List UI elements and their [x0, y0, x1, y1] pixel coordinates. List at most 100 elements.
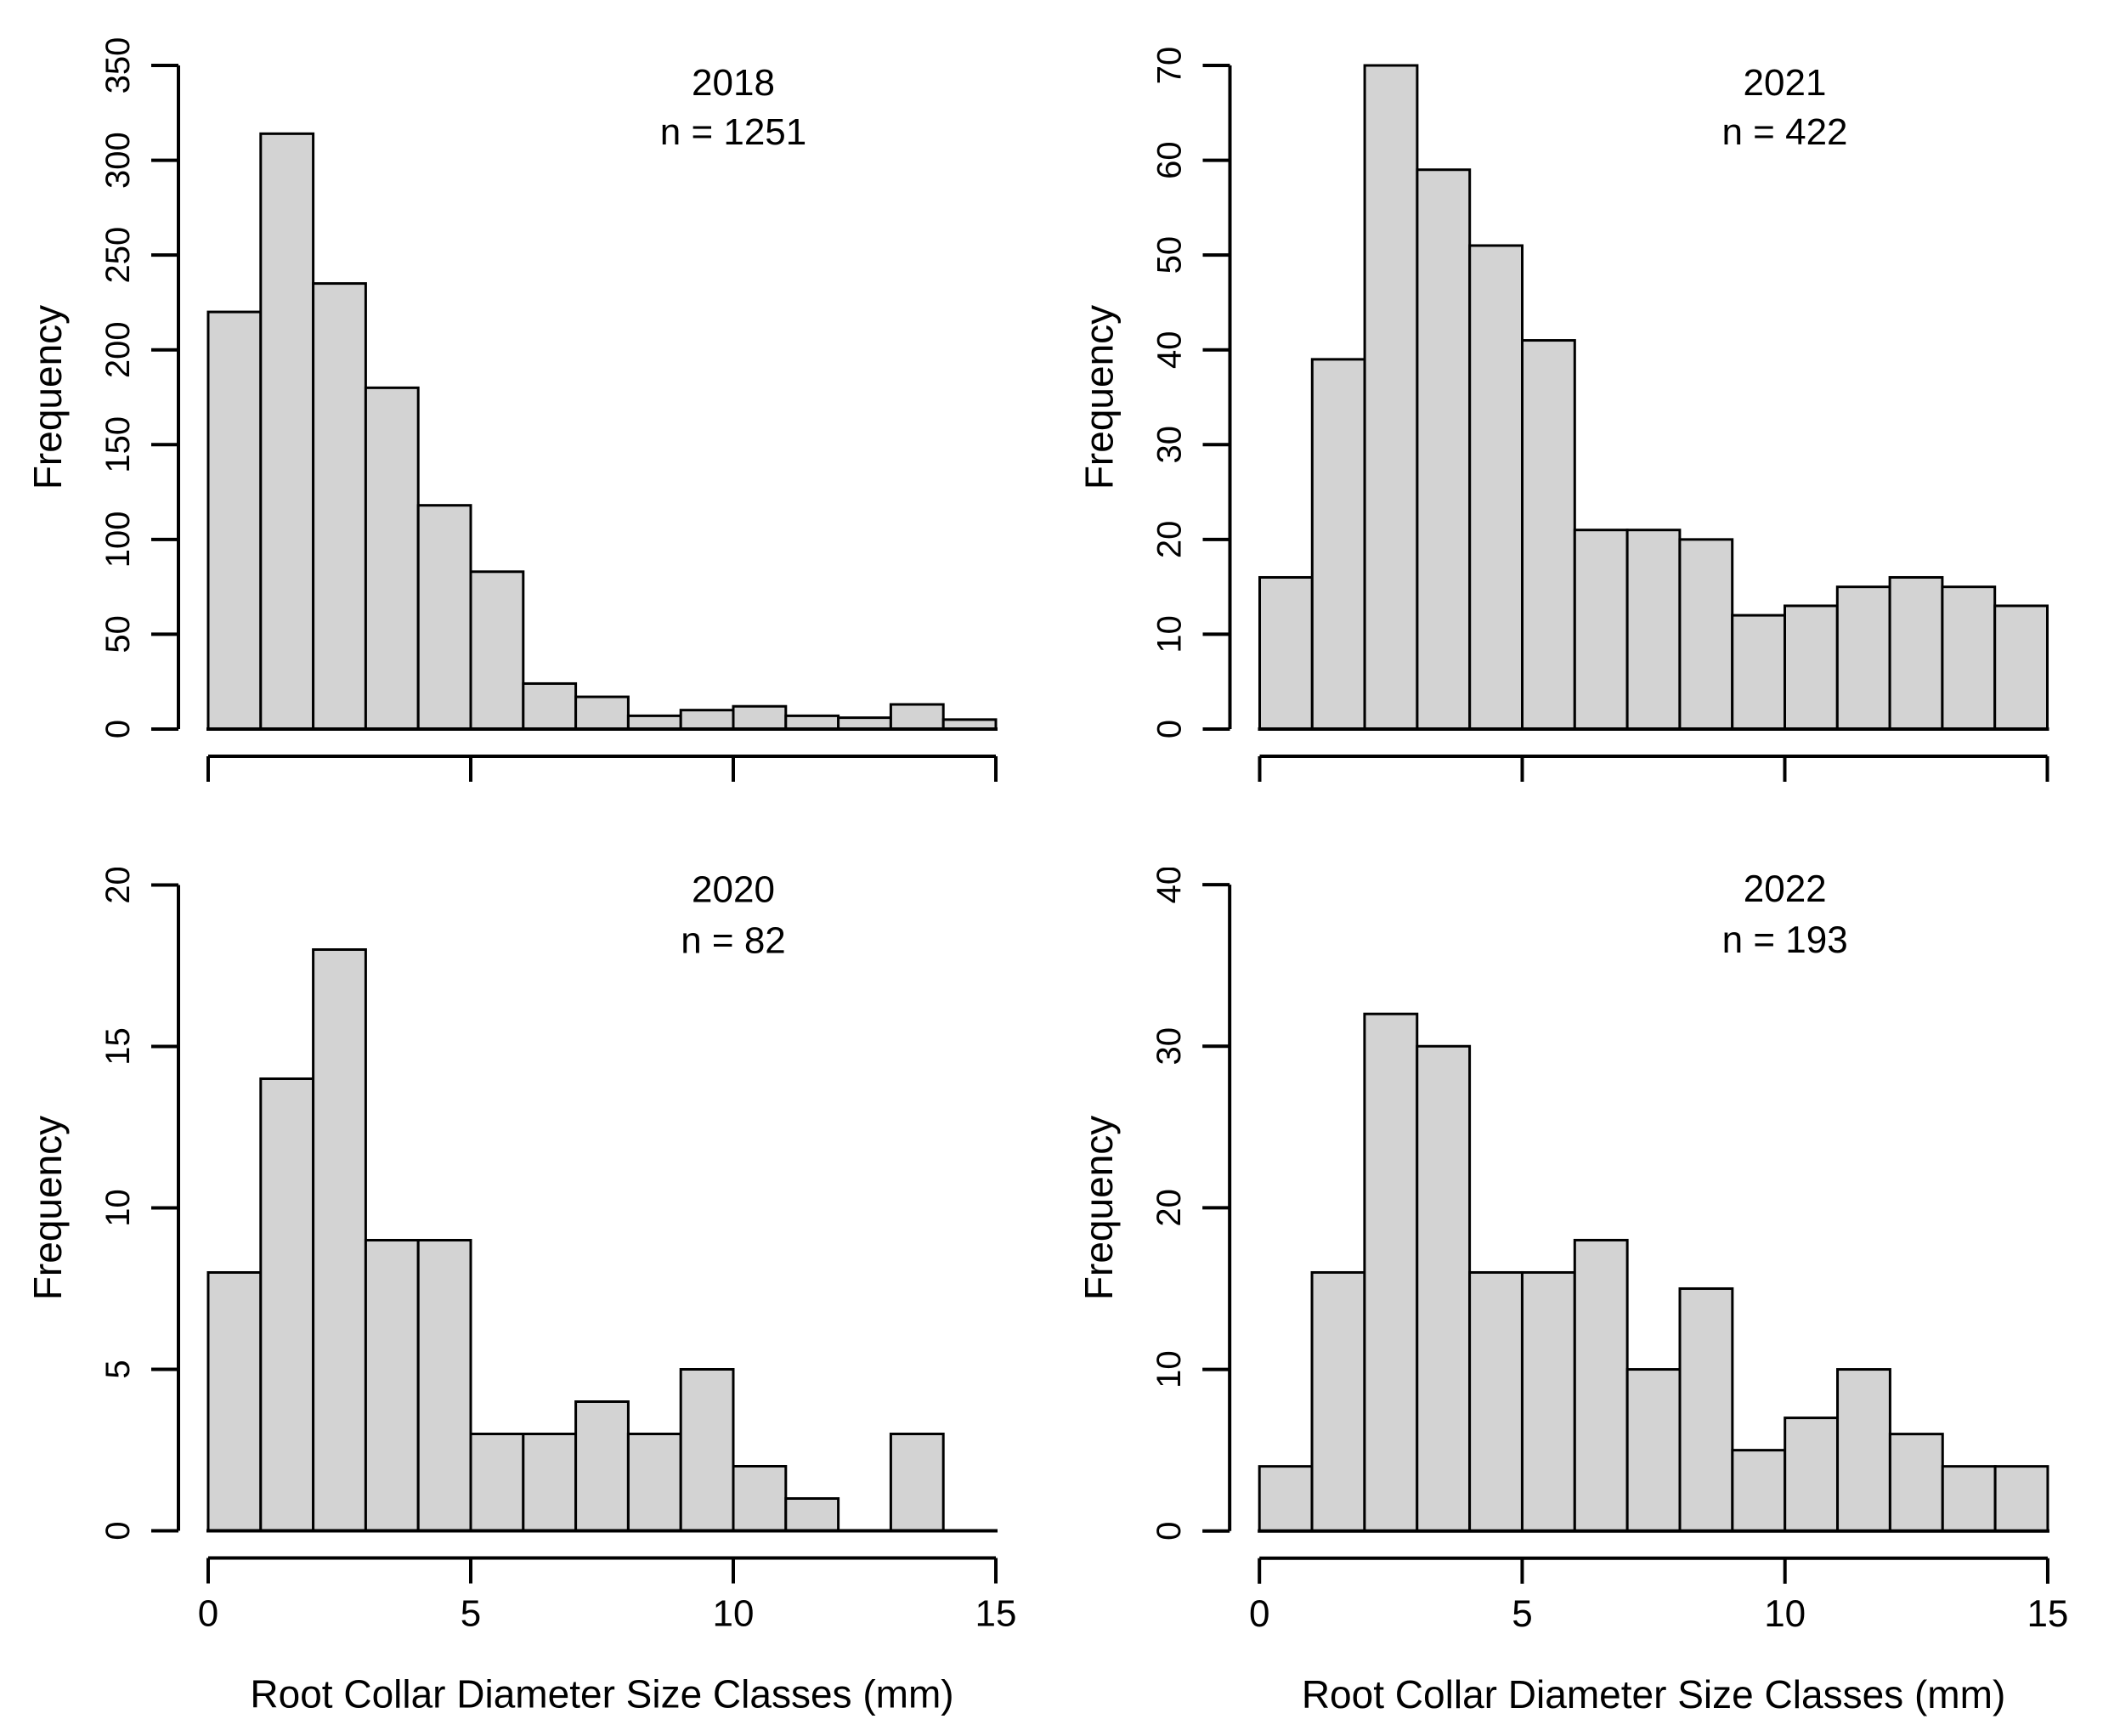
x-tick-label: 10	[1764, 1593, 1806, 1635]
histogram-bar	[206, 310, 263, 731]
histogram-bar	[889, 1433, 945, 1532]
histogram-bar	[1416, 1044, 1472, 1533]
histogram-bar	[1416, 168, 1472, 731]
y-tick-label: 0	[1150, 1522, 1188, 1541]
y-tick-label: 60	[1151, 141, 1189, 179]
y-tick-label: 10	[1150, 1350, 1188, 1388]
x-tick-label: 5	[461, 1593, 481, 1635]
histogram-bar	[732, 704, 788, 731]
x-tick-label: 0	[1249, 1593, 1269, 1635]
histogram-bar	[1678, 1286, 1734, 1533]
histogram-bar	[1784, 604, 1839, 731]
histogram-bar	[626, 1433, 682, 1532]
panel-top-right: 0 10 20 30 40 50 60 70 Frequency 2021 n = 422	[1051, 0, 2103, 868]
panel-sample-size: n = 82	[681, 920, 786, 962]
x-tick-label: 5	[1512, 1593, 1532, 1635]
panel-top-left: 0 50 100 150 200 250 300 350 Frequency 2018 n = 12…	[0, 0, 1051, 868]
histogram-bar	[416, 504, 472, 731]
panel-sample-size: n = 193	[1722, 919, 1848, 961]
y-tick-label: 70	[1151, 47, 1189, 85]
histogram-bar	[1258, 575, 1314, 731]
histogram-bar	[312, 282, 367, 731]
histogram-bar	[1468, 1270, 1524, 1533]
histogram-bar	[364, 386, 420, 731]
histogram-bar	[1888, 1433, 1944, 1533]
y-tick-label: 0	[1151, 720, 1189, 738]
x-tick-label: 0	[198, 1593, 218, 1635]
histogram-bar	[784, 714, 840, 731]
y-axis-title: Frequency	[1077, 305, 1122, 489]
histogram-bar	[679, 1368, 735, 1532]
y-tick-label: 30	[1151, 426, 1189, 464]
histogram-2018: 0 50 100 150 200 250 300 350 Frequency 2018 n = 12…	[25, 37, 998, 782]
y-tick-label: 20	[99, 868, 137, 904]
y-tick-label: 0	[99, 720, 137, 738]
x-axis-title: Root Collar Diameter Size Classes (mm)	[250, 1672, 953, 1716]
x-tick-label: 15	[975, 1593, 1017, 1635]
histogram-bar	[469, 1433, 525, 1532]
histogram-bar	[1941, 585, 1997, 731]
y-tick-label: 20	[1151, 521, 1189, 559]
y-tick-label: 5	[99, 1360, 137, 1378]
histogram-bar	[574, 695, 630, 731]
y-tick-label: 40	[1151, 331, 1189, 369]
x-axis-title: Root Collar Diameter Size Classes (mm)	[1302, 1672, 2005, 1716]
y-tick-label: 15	[99, 1027, 137, 1066]
histogram-2021: 0 10 20 30 40 50 60 70 Frequency 2021 n = 422	[1077, 47, 2049, 782]
histogram-bar	[259, 132, 315, 731]
panel-title: 2022	[1744, 868, 1827, 910]
histogram-bar	[416, 1239, 472, 1532]
panel-title: 2021	[1744, 62, 1827, 104]
histogram-bar	[1520, 1270, 1576, 1533]
histogram-bar	[1573, 1238, 1629, 1533]
histogram-bar	[889, 703, 945, 731]
panel-title: 2020	[692, 869, 775, 911]
histogram-bar	[1625, 529, 1682, 731]
histogram-bar	[522, 1433, 578, 1532]
histogram-bar	[1258, 1465, 1314, 1533]
histogram-bar	[679, 709, 735, 731]
histogram-bar	[626, 714, 682, 731]
y-tick-label: 40	[1150, 868, 1188, 903]
histogram-2020: 0 5 10 15 20 Frequency 0 5 10 15 Root Collar Diame…	[25, 868, 1017, 1716]
histogram-bar	[1993, 1465, 2049, 1533]
y-tick-label: 10	[1151, 615, 1189, 653]
histogram-bar	[1993, 604, 2049, 731]
panel-sample-size: n = 422	[1721, 111, 1847, 153]
histogram-bar	[784, 1497, 840, 1532]
y-tick-label: 20	[1150, 1189, 1188, 1227]
y-tick-label: 0	[99, 1521, 137, 1540]
y-tick-label: 300	[99, 132, 137, 189]
y-axis-title: Frequency	[25, 305, 70, 489]
histogram-bar	[1888, 575, 1944, 731]
y-tick-label: 100	[99, 511, 137, 568]
histogram-bar	[1941, 1465, 1997, 1533]
x-tick-label: 15	[2027, 1593, 2068, 1635]
y-axis-title: Frequency	[1077, 1116, 1121, 1300]
y-tick-label: 250	[99, 227, 137, 284]
y-tick-label: 150	[99, 416, 137, 473]
histogram-bar	[259, 1077, 315, 1532]
histogram-bar	[312, 948, 367, 1532]
histogram-bar	[469, 570, 525, 731]
histogram-bar	[1521, 339, 1576, 731]
histogram-bar	[364, 1239, 420, 1532]
histogram-2022: 0 10 20 30 40 Frequency 0 5 10 15 Root Collar Diam…	[1077, 868, 2068, 1716]
histogram-bar	[1731, 1449, 1787, 1533]
histogram-bar	[1731, 614, 1787, 731]
histogram-bar	[206, 1271, 263, 1532]
panel-bottom-right: 0 10 20 30 40 Frequency 0 5 10 15 Root Collar Diam…	[1051, 868, 2103, 1736]
histogram-bar	[574, 1400, 630, 1532]
histogram-bar	[837, 716, 892, 731]
histogram-bar	[1784, 1417, 1840, 1533]
histogram-bar	[732, 1465, 788, 1532]
y-tick-label: 350	[99, 37, 137, 94]
y-tick-label: 50	[1151, 236, 1189, 274]
histogram-bar	[1573, 529, 1629, 731]
histogram-bar	[1836, 1368, 1891, 1533]
x-tick-label: 10	[713, 1593, 755, 1635]
histogram-bar	[522, 681, 578, 731]
histogram-bar	[1310, 1270, 1366, 1533]
panel-sample-size: n = 1251	[660, 111, 807, 153]
